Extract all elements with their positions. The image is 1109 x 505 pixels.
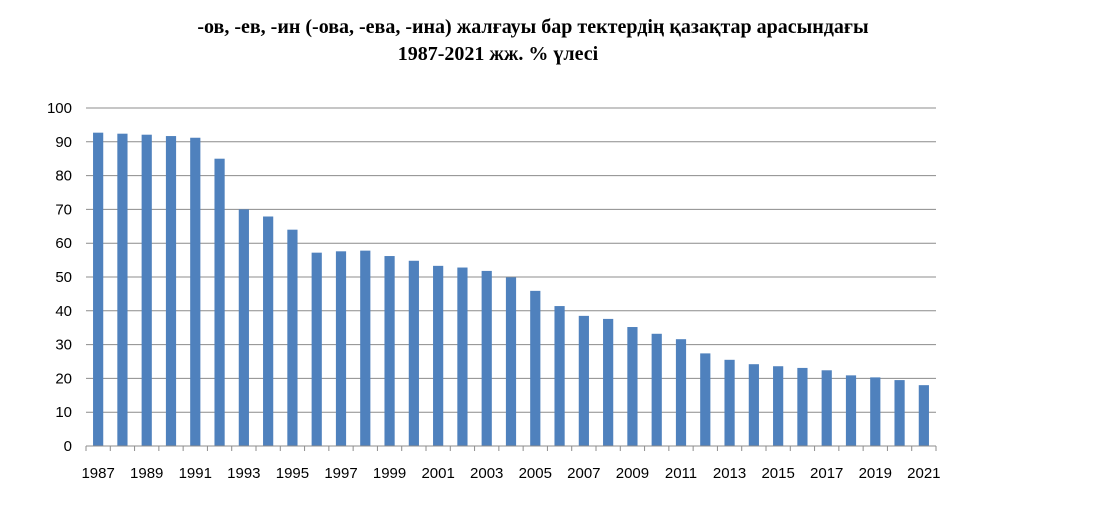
y-tick-label: 80 — [55, 168, 72, 185]
x-axis — [85, 445, 937, 451]
bar-2009 — [627, 327, 638, 446]
x-tick-label-2001: 2001 — [421, 465, 454, 482]
x-tick-label-2015: 2015 — [761, 465, 794, 482]
bar-2002 — [457, 267, 468, 446]
y-tick-label: 10 — [55, 404, 72, 421]
x-tick-label-1997: 1997 — [324, 465, 357, 482]
bar-1998 — [360, 250, 371, 446]
bar-2007 — [578, 315, 589, 446]
x-tick-label-2003: 2003 — [470, 465, 503, 482]
bar-1990 — [165, 136, 177, 446]
x-tick-label-2011: 2011 — [665, 465, 697, 482]
x-tick-label-1989: 1989 — [130, 465, 163, 482]
bar-2011 — [675, 339, 687, 446]
x-tick-label-1991: 1991 — [179, 465, 212, 482]
bar-2003 — [481, 270, 492, 446]
x-tick-label-2007: 2007 — [567, 465, 600, 482]
bar-2021 — [918, 385, 929, 446]
x-tick-label-1995: 1995 — [276, 465, 309, 482]
y-tick-label: 40 — [55, 303, 72, 320]
x-tick-label-1987: 1987 — [81, 465, 114, 482]
y-tick-label: 30 — [55, 337, 72, 354]
bar-1997 — [335, 251, 347, 446]
y-tick-label: 70 — [55, 201, 72, 218]
chart-title-line-1: -ов, -ев, -ин (-ова, -ева, -ина) жалғауы… — [197, 16, 869, 38]
bar-2013 — [724, 359, 735, 446]
y-tick-label: 100 — [47, 100, 72, 117]
y-axis-ticks: 0 10 20 30 40 50 60 70 80 90 100 — [47, 100, 72, 455]
bar-2012 — [700, 353, 711, 446]
x-tick-label-2009: 2009 — [616, 465, 649, 482]
bar-2005 — [530, 290, 541, 446]
x-tick-label-2017: 2017 — [810, 465, 843, 482]
y-tick-label: 60 — [55, 235, 72, 252]
bar-2015 — [773, 366, 784, 446]
bar-1995 — [287, 229, 298, 446]
y-tick-label: 20 — [55, 370, 72, 387]
bar-2019 — [870, 377, 881, 446]
bar-2001 — [433, 265, 444, 446]
bar-1999 — [384, 256, 395, 446]
chart-title-line-2: 1987-2021 жж. % үлесі — [397, 43, 599, 65]
bar-1988 — [117, 133, 128, 447]
gridlines — [86, 107, 936, 447]
y-tick-label: 0 — [64, 438, 72, 455]
x-tick-label-2013: 2013 — [713, 465, 746, 482]
y-tick-label: 50 — [55, 269, 72, 286]
bar-1987 — [93, 132, 104, 446]
bar-2018 — [845, 375, 857, 446]
x-tick-label-1993: 1993 — [227, 465, 260, 482]
bar-1993 — [238, 209, 249, 446]
x-tick-label-2005: 2005 — [519, 465, 552, 482]
bar-2010 — [651, 333, 662, 446]
x-tick-label-2019: 2019 — [859, 465, 892, 482]
bar-2000 — [408, 260, 419, 446]
x-tick-label-2021: 2021 — [907, 465, 940, 482]
bar-2008 — [603, 318, 614, 446]
bar-2017 — [821, 370, 832, 446]
bar-1991 — [190, 137, 201, 446]
x-axis-ticks: 1987 1989 1991 1993 1995 1997 1999 2001 2003 2005… — [81, 465, 940, 482]
bars — [93, 132, 929, 447]
bar-2020 — [894, 380, 905, 446]
bar-1994 — [263, 216, 274, 446]
bar-1989 — [141, 134, 152, 446]
bar-2004 — [505, 277, 517, 446]
bar-1996 — [311, 252, 322, 446]
bar-1992 — [214, 158, 225, 446]
y-tick-label: 90 — [55, 134, 72, 151]
bar-2014 — [748, 364, 759, 446]
bar-2016 — [797, 367, 808, 446]
x-tick-label-1999: 1999 — [373, 465, 406, 482]
bar-2006 — [554, 306, 565, 446]
